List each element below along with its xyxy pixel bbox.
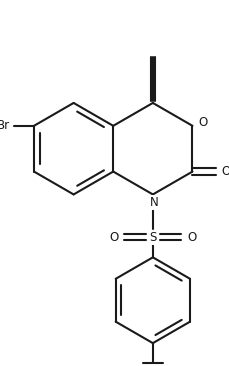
Text: S: S <box>149 231 156 244</box>
Text: O: O <box>221 165 229 178</box>
Text: N: N <box>149 196 158 209</box>
Text: O: O <box>197 116 207 130</box>
Text: Br: Br <box>0 119 10 132</box>
Text: O: O <box>109 231 118 244</box>
Text: O: O <box>186 231 196 244</box>
